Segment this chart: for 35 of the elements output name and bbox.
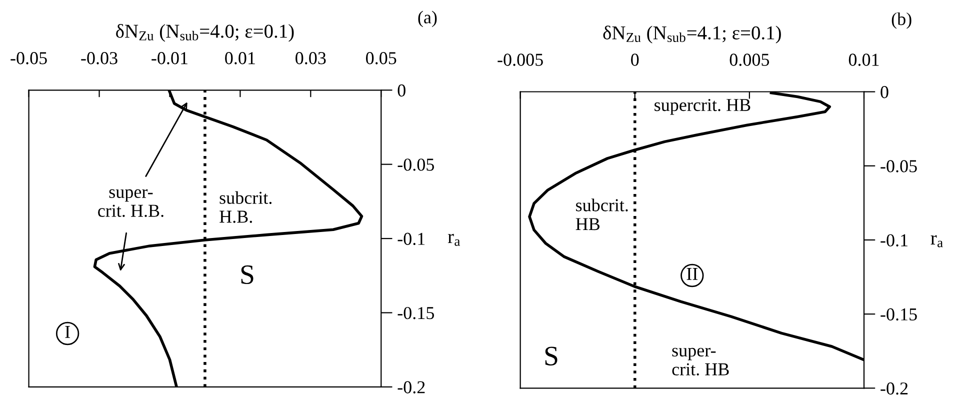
y-axis-title: r$_{a}$ [930,235,943,248]
y-tick-label: -0.15 [880,308,917,321]
y-axis-title: r$_{a}$ [448,234,460,246]
y-tick-label: -0.05 [398,158,434,171]
annotation: super- crit. H.B. [98,189,164,217]
x-tick-label: -0.05 [10,52,47,64]
x-tick-label: 0.05 [366,52,396,64]
annotation: S [241,265,254,284]
x-tick-label: 0.005 [730,54,770,66]
annotation: II [686,268,698,280]
annotation: S [545,346,558,366]
x-tick-label: 0.01 [848,54,879,66]
y-tick-label: 0 [880,86,888,98]
y-tick-label: -0.1 [880,234,908,246]
annotation: supercrit. HB [654,98,750,115]
x-tick-label: 0.01 [225,52,255,64]
y-tick-label: -0.1 [398,232,425,246]
y-tick-label: 0 [398,84,406,97]
text: (b) [892,12,912,29]
annotation: super- crit. HB [672,348,729,376]
annotation: subcrit. HB [576,198,628,230]
x-tick-label: 0.03 [296,52,326,64]
x-axis-title: δN$_{Zu}$ (N$_{sub}$=4.1; ε=0.1) [603,26,781,44]
annotation: subcrit. H.B. [220,191,272,223]
text: (a) [418,10,437,28]
x-tick-label: -0.005 [498,54,543,66]
y-tick-label: -0.15 [398,306,434,320]
y-tick-label: -0.2 [398,381,425,394]
annotation: I [65,326,70,338]
x-tick-label: -0.03 [81,52,118,64]
x-axis-title: δN$_{Zu}$ (N$_{sub}$=4.0; ε=0.1) [116,24,294,42]
y-tick-label: -0.05 [880,160,917,172]
x-tick-label: -0.01 [152,52,188,64]
y-tick-label: -0.2 [880,382,908,395]
x-tick-label: 0 [631,54,639,66]
